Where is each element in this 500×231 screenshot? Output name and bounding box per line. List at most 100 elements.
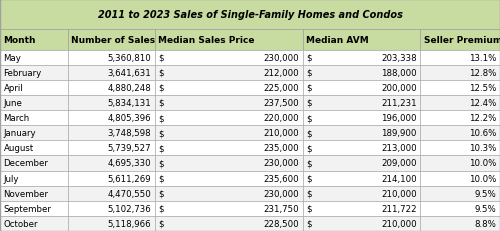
Bar <box>0 216 68 231</box>
Bar <box>68 80 155 96</box>
Bar <box>68 50 155 65</box>
Text: November: November <box>4 189 48 198</box>
Text: 12.2%: 12.2% <box>469 114 496 123</box>
Text: $: $ <box>306 99 312 107</box>
Text: May: May <box>4 53 22 62</box>
Text: September: September <box>4 204 51 213</box>
Text: $: $ <box>306 219 312 228</box>
Text: $: $ <box>158 189 164 198</box>
Bar <box>0 186 68 201</box>
Bar <box>155 156 302 171</box>
Text: 230,000: 230,000 <box>264 189 299 198</box>
Bar <box>0 201 68 216</box>
Bar <box>0 126 68 141</box>
Bar <box>420 50 500 65</box>
Bar <box>302 171 420 186</box>
Bar <box>302 126 420 141</box>
Bar <box>420 216 500 231</box>
Bar <box>155 50 302 65</box>
Text: $: $ <box>158 159 164 168</box>
Text: August: August <box>4 144 34 153</box>
Text: $: $ <box>306 159 312 168</box>
Bar <box>0 95 68 111</box>
Text: 4,470,550: 4,470,550 <box>108 189 152 198</box>
Bar <box>155 171 302 186</box>
Bar <box>420 156 500 171</box>
Text: 225,000: 225,000 <box>264 84 299 92</box>
Bar <box>68 111 155 126</box>
Bar <box>420 30 500 50</box>
Bar <box>68 30 155 50</box>
Text: 10.3%: 10.3% <box>469 144 496 153</box>
Bar <box>0 80 68 96</box>
Text: April: April <box>4 84 23 92</box>
Text: $: $ <box>306 68 312 77</box>
Text: 231,750: 231,750 <box>264 204 299 213</box>
Text: 213,000: 213,000 <box>381 144 416 153</box>
Text: 8.8%: 8.8% <box>474 219 496 228</box>
Bar <box>155 126 302 141</box>
Text: 13.1%: 13.1% <box>469 53 496 62</box>
Text: December: December <box>4 159 48 168</box>
Text: 5,118,966: 5,118,966 <box>108 219 152 228</box>
Bar <box>0 50 68 65</box>
Text: 210,000: 210,000 <box>381 189 416 198</box>
Bar <box>420 126 500 141</box>
Text: $: $ <box>158 99 164 107</box>
Text: $: $ <box>158 53 164 62</box>
Text: 230,000: 230,000 <box>264 53 299 62</box>
Text: $: $ <box>306 204 312 213</box>
Bar <box>302 50 420 65</box>
Bar <box>420 141 500 156</box>
Bar <box>420 186 500 201</box>
Text: $: $ <box>158 129 164 138</box>
Bar <box>420 80 500 96</box>
Bar <box>155 111 302 126</box>
Text: 5,834,131: 5,834,131 <box>108 99 152 107</box>
Bar <box>0 30 68 50</box>
Text: January: January <box>4 129 36 138</box>
Text: 10.0%: 10.0% <box>469 159 496 168</box>
Text: June: June <box>4 99 22 107</box>
Bar <box>68 141 155 156</box>
Text: 12.8%: 12.8% <box>469 68 496 77</box>
Text: 230,000: 230,000 <box>264 159 299 168</box>
Text: 2011 to 2023 Sales of Single-Family Homes and Condos: 2011 to 2023 Sales of Single-Family Home… <box>98 10 403 20</box>
Text: 188,000: 188,000 <box>381 68 416 77</box>
Text: 200,000: 200,000 <box>381 84 416 92</box>
Text: 5,360,810: 5,360,810 <box>108 53 152 62</box>
Text: 10.6%: 10.6% <box>469 129 496 138</box>
Text: 210,000: 210,000 <box>264 129 299 138</box>
Text: $: $ <box>306 84 312 92</box>
Text: 214,100: 214,100 <box>381 174 416 183</box>
Text: $: $ <box>158 84 164 92</box>
Text: 3,748,598: 3,748,598 <box>108 129 152 138</box>
Text: 189,900: 189,900 <box>381 129 416 138</box>
Bar <box>0 171 68 186</box>
Text: 209,000: 209,000 <box>381 159 416 168</box>
Bar <box>68 95 155 111</box>
Bar <box>0 111 68 126</box>
Bar <box>68 171 155 186</box>
Text: $: $ <box>306 189 312 198</box>
Bar <box>302 95 420 111</box>
Text: 211,722: 211,722 <box>381 204 416 213</box>
Text: 9.5%: 9.5% <box>475 204 496 213</box>
Bar <box>68 216 155 231</box>
Bar <box>302 201 420 216</box>
Bar <box>302 30 420 50</box>
Bar <box>302 65 420 80</box>
Bar <box>155 95 302 111</box>
Text: 5,611,269: 5,611,269 <box>108 174 152 183</box>
Bar <box>155 186 302 201</box>
Text: $: $ <box>158 174 164 183</box>
Bar <box>68 126 155 141</box>
Bar <box>420 65 500 80</box>
Text: 211,231: 211,231 <box>381 99 416 107</box>
Text: 12.5%: 12.5% <box>469 84 496 92</box>
Text: 235,600: 235,600 <box>264 174 299 183</box>
Text: 228,500: 228,500 <box>264 219 299 228</box>
Text: 212,000: 212,000 <box>264 68 299 77</box>
Text: $: $ <box>306 144 312 153</box>
Text: $: $ <box>306 129 312 138</box>
